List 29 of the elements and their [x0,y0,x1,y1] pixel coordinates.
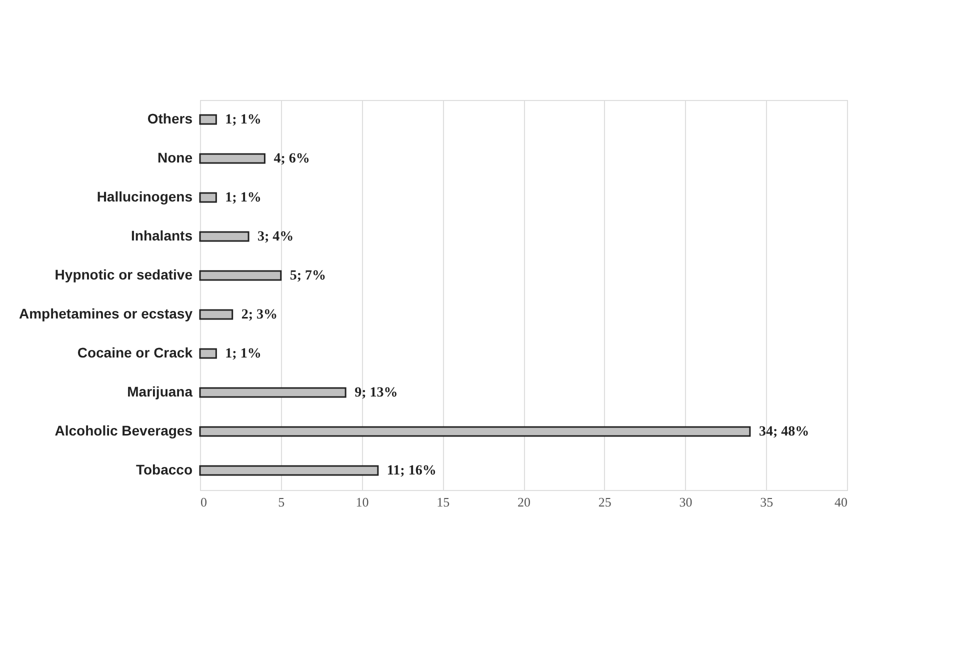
y-tick-label: Hallucinogens [96,188,193,204]
data-label: 9; 13% [354,386,398,400]
data-label: 4; 6% [274,152,310,166]
x-tick-label: 25 [598,494,612,510]
data-label: 5; 7% [290,268,326,284]
x-tick-label: 0 [200,494,207,510]
y-tick-label: Inhalants [131,228,193,244]
x-tick-label: 35 [760,494,774,510]
y-tick-label: Marijuana [127,384,193,400]
data-label: 1; 1% [225,190,262,206]
x-tick-label: 30 [679,494,692,510]
y-tick-label: Hypnotic or sedative [54,266,193,282]
y-tick-label: Alcoholic Beverages [54,422,193,438]
x-tick-label: 10 [356,494,369,510]
y-tick-label: Cocaine or Crack [77,344,193,360]
x-tick-label: 40 [834,494,848,510]
data-label: 2; 3% [241,308,278,322]
data-label: 1; 1% [225,346,262,362]
y-tick-label: None [158,150,193,166]
data-label: 3; 4% [258,230,294,244]
x-tick-label: 5 [278,494,285,510]
x-tick-label: 20 [518,494,530,510]
x-tick-label: 15 [436,494,450,510]
data-label: 11; 16% [386,464,436,478]
y-tick-label: Amphetamines or ecstasy [18,306,193,322]
y-tick-label: Others [147,110,193,126]
data-label: 1; 1% [225,112,262,128]
y-tick-label: Tobacco [136,462,192,478]
data-label: 34; 48% [758,424,810,440]
